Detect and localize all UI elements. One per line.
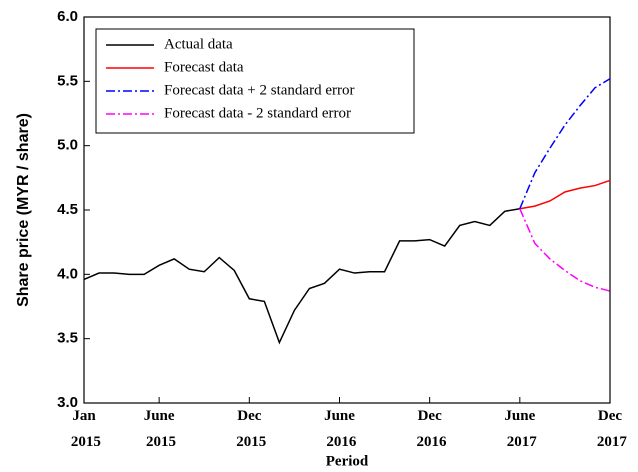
x-tick-label: June 2017: [503, 408, 537, 450]
data-line: [519, 208, 611, 292]
x-tick-label: Dec 2015: [232, 408, 266, 450]
x-axis-label: Period: [326, 453, 369, 469]
y-tick-label: 4.0: [57, 265, 78, 282]
x-tick-label: Jan 2015: [67, 408, 101, 450]
legend-label: Forecast data - 2 standard error: [164, 105, 351, 121]
data-line: [83, 207, 520, 345]
data-line: [519, 78, 611, 210]
y-tick-label: 5.5: [57, 72, 78, 89]
legend-label: Forecast data: [164, 59, 244, 75]
legend-label: Forecast data + 2 standard error: [164, 82, 354, 98]
y-tick-label: 3.0: [57, 394, 78, 411]
legend-label: Actual data: [164, 36, 233, 52]
y-tick-label: 6.0: [57, 8, 78, 25]
y-axis-label: Share price (MYR / share): [15, 113, 32, 307]
x-tick-label: June 2015: [142, 408, 176, 450]
x-tick-label: Dec 2017: [593, 408, 627, 450]
y-tick-label: 5.0: [57, 137, 78, 154]
y-tick-label: 4.5: [57, 201, 78, 218]
x-tick-label: June 2016: [323, 408, 357, 450]
x-tick-label: Dec 2016: [413, 408, 447, 450]
legend-box: [95, 28, 415, 134]
y-tick-label: 3.5: [57, 330, 78, 347]
data-line: [519, 179, 611, 210]
